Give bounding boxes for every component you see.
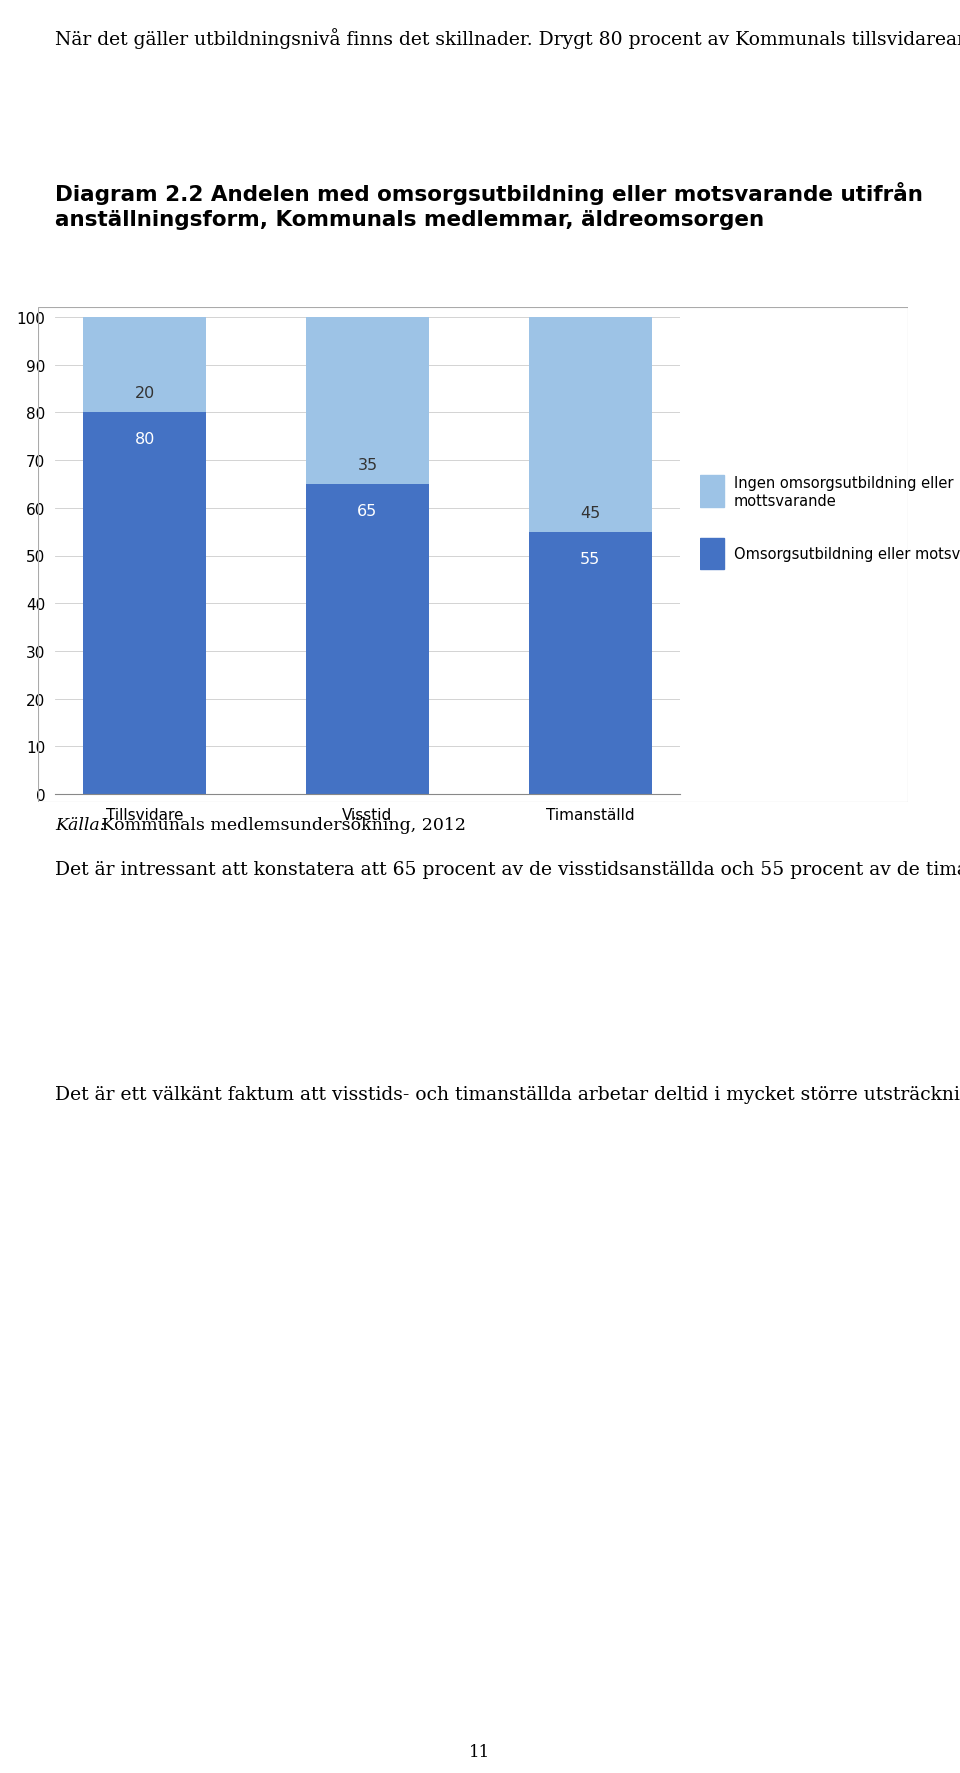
Text: 35: 35 bbox=[357, 457, 377, 473]
Text: Ingen omsorgsutbildning eller
mottsvarande: Ingen omsorgsutbildning eller mottsvaran… bbox=[734, 475, 953, 509]
Text: Diagram 2.2 Andelen med omsorgsutbildning eller motsvarande utifrån
anställnings: Diagram 2.2 Andelen med omsorgsutbildnin… bbox=[55, 183, 923, 230]
Bar bbox=[700, 475, 724, 507]
Text: 55: 55 bbox=[580, 551, 600, 566]
Text: 65: 65 bbox=[357, 504, 377, 519]
Bar bbox=[529, 532, 652, 794]
Text: 11: 11 bbox=[469, 1743, 491, 1761]
Text: Omsorgsutbildning eller motsvarande: Omsorgsutbildning eller motsvarande bbox=[734, 548, 960, 562]
Text: 20: 20 bbox=[134, 387, 155, 401]
Bar bbox=[700, 539, 724, 569]
Text: 45: 45 bbox=[580, 505, 600, 521]
Text: Kommunals medlemsundersökning, 2012: Kommunals medlemsundersökning, 2012 bbox=[96, 817, 466, 833]
Bar bbox=[306, 484, 429, 794]
Text: När det gäller utbildningsnivå finns det skillnader. Drygt 80 procent av Kommuna: När det gäller utbildningsnivå finns det… bbox=[55, 28, 960, 50]
Text: Källa:: Källa: bbox=[55, 817, 106, 833]
Text: Det är ett välkänt faktum att visstids- och timanställda arbetar deltid i mycket: Det är ett välkänt faktum att visstids- … bbox=[55, 1082, 960, 1103]
Bar bbox=[306, 317, 429, 484]
Text: 80: 80 bbox=[134, 433, 155, 447]
Text: Det är intressant att konstatera att 65 procent av de visstidsanställda och 55 p: Det är intressant att konstatera att 65 … bbox=[55, 858, 960, 878]
Bar bbox=[84, 317, 206, 413]
Bar bbox=[529, 317, 652, 532]
Bar bbox=[84, 413, 206, 794]
